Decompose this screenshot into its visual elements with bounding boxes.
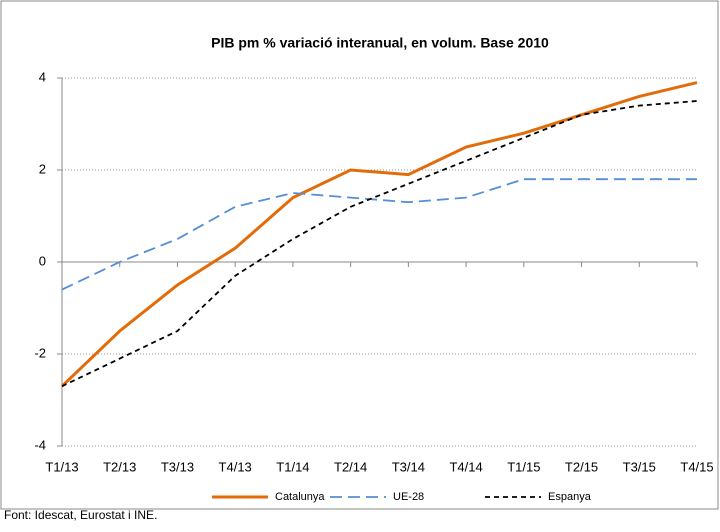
chart-border: [0, 0, 719, 510]
legend-label: Catalunya: [275, 491, 325, 503]
x-tick-label: T4/14: [449, 459, 482, 474]
x-tick-label: T4/13: [219, 459, 252, 474]
y-tick-label: 4: [39, 69, 46, 84]
x-tick-label: T2/14: [334, 459, 367, 474]
x-tick-label: T1/14: [276, 459, 309, 474]
x-tick-label: T3/13: [161, 459, 194, 474]
x-tick-label: T3/14: [392, 459, 425, 474]
y-tick-label: 2: [39, 161, 46, 176]
source: Font: Idescat, Eurostat i INE.: [4, 508, 157, 522]
y-tick-label: -2: [34, 345, 46, 360]
legend-label: UE-28: [393, 491, 424, 503]
series-line: [61, 100, 698, 388]
x-tick-label: T2/13: [103, 459, 136, 474]
x-tick-label: T4/15: [680, 459, 713, 474]
legend-label: Espanya: [548, 491, 592, 503]
x-tick-label: T2/15: [565, 459, 598, 474]
x-tick-label: T1/13: [45, 459, 78, 474]
chart-title: PIB pm % variació interanual, en volum. …: [211, 35, 549, 51]
x-tick-label: T3/15: [623, 459, 656, 474]
y-tick-label: 0: [39, 253, 46, 268]
series-line: [60, 81, 698, 388]
x-tick-label: T1/15: [507, 459, 540, 474]
series-line: [61, 178, 697, 291]
y-tick-label: -4: [34, 437, 46, 452]
